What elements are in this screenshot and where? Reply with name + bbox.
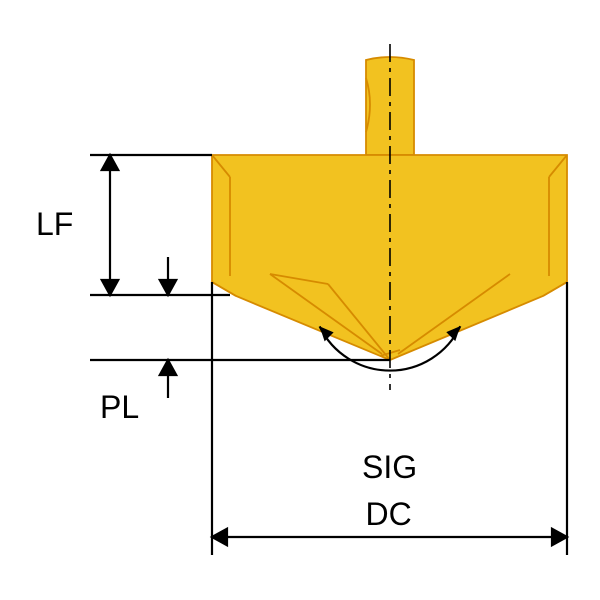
label-pl: PL [100, 389, 139, 425]
label-sig: SIG [362, 449, 417, 485]
label-lf: LF [36, 206, 73, 242]
label-dc: DC [366, 496, 412, 532]
